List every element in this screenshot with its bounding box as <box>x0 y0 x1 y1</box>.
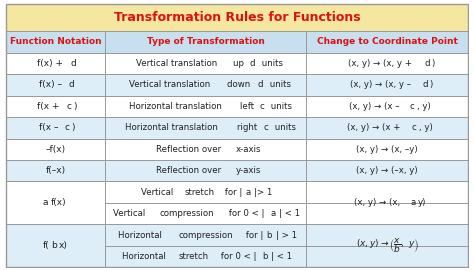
Text: for 0 < |: for 0 < | <box>227 209 265 218</box>
Text: c: c <box>65 123 70 132</box>
Bar <box>6 4 468 31</box>
Text: (x, y) → (x +: (x, y) → (x + <box>347 123 404 132</box>
Text: Vertical translation: Vertical translation <box>128 80 213 89</box>
Text: b: b <box>266 231 272 240</box>
Text: c: c <box>412 123 417 132</box>
Text: a: a <box>43 198 48 207</box>
Bar <box>6 53 468 74</box>
Text: a: a <box>410 198 415 207</box>
Text: d: d <box>425 59 430 68</box>
Text: Function Notation: Function Notation <box>9 37 101 46</box>
Text: | < 1: | < 1 <box>280 209 301 218</box>
Text: d: d <box>69 80 75 89</box>
Text: Horizontal translation: Horizontal translation <box>125 123 221 132</box>
Text: (x, y) → (x, –y): (x, y) → (x, –y) <box>356 145 418 154</box>
Text: compression: compression <box>160 209 214 218</box>
Text: Reflection over: Reflection over <box>155 145 224 154</box>
Text: left: left <box>239 102 256 111</box>
Text: d: d <box>71 59 77 68</box>
Text: down: down <box>227 80 253 89</box>
Text: (x, y) → (x, y –: (x, y) → (x, y – <box>350 80 414 89</box>
Text: |> 1: |> 1 <box>254 188 272 197</box>
Bar <box>6 96 468 117</box>
Text: Reflection over: Reflection over <box>156 166 224 175</box>
Text: f(x): f(x) <box>51 198 67 207</box>
Text: (x, y) → (x,: (x, y) → (x, <box>354 198 403 207</box>
Text: stretch: stretch <box>179 252 209 261</box>
Text: ): ) <box>429 80 433 89</box>
Bar <box>6 182 468 224</box>
Text: ): ) <box>431 59 435 68</box>
Text: (x, y) → (x, y +: (x, y) → (x, y + <box>348 59 415 68</box>
Bar <box>6 117 468 138</box>
Text: Change to Coordinate Point: Change to Coordinate Point <box>317 37 458 46</box>
Text: ): ) <box>73 102 76 111</box>
Text: (x, y) → (x –: (x, y) → (x – <box>349 102 402 111</box>
Text: Vertical: Vertical <box>113 209 148 218</box>
Text: d: d <box>423 80 428 89</box>
Text: d: d <box>257 80 263 89</box>
Text: y): y) <box>417 198 426 207</box>
Text: $(x, y) \rightarrow \left(\dfrac{x}{b},\ y\right)$: $(x, y) \rightarrow \left(\dfrac{x}{b},\… <box>356 236 419 255</box>
Text: f(: f( <box>43 241 50 250</box>
Text: Transformation Rules for Functions: Transformation Rules for Functions <box>114 11 360 24</box>
Text: , y): , y) <box>419 123 433 132</box>
Text: units: units <box>268 102 292 111</box>
Text: for |: for | <box>243 231 263 240</box>
Text: d: d <box>250 59 255 68</box>
Bar <box>6 74 468 96</box>
Text: c: c <box>263 123 268 132</box>
Text: a: a <box>246 188 251 197</box>
Text: b: b <box>51 241 57 250</box>
Text: x): x) <box>59 241 68 250</box>
Text: , y): , y) <box>417 102 431 111</box>
Text: stretch: stretch <box>185 188 215 197</box>
Text: b: b <box>263 252 268 261</box>
Text: for |: for | <box>222 188 242 197</box>
Text: y-axis: y-axis <box>236 166 261 175</box>
Bar <box>6 224 468 267</box>
Text: (x, y) → (–x, y): (x, y) → (–x, y) <box>356 166 418 175</box>
Text: Vertical translation: Vertical translation <box>137 59 220 68</box>
Text: Horizontal: Horizontal <box>118 231 165 240</box>
Text: a: a <box>271 209 276 218</box>
Text: units: units <box>272 123 296 132</box>
Text: Vertical: Vertical <box>141 188 176 197</box>
Text: c: c <box>67 102 72 111</box>
Text: compression: compression <box>178 231 233 240</box>
Bar <box>6 31 468 53</box>
Bar <box>6 160 468 182</box>
Text: | < 1: | < 1 <box>272 252 292 261</box>
Text: | > 1: | > 1 <box>275 231 297 240</box>
Text: for 0 < |: for 0 < | <box>218 252 257 261</box>
Text: c: c <box>410 102 415 111</box>
Text: Horizontal: Horizontal <box>122 252 169 261</box>
Text: –f(x): –f(x) <box>46 145 65 154</box>
Text: units: units <box>267 80 291 89</box>
Text: c: c <box>259 102 264 111</box>
Text: x-axis: x-axis <box>236 145 261 154</box>
Text: Type of Transformation: Type of Transformation <box>147 37 264 46</box>
Text: units: units <box>259 59 283 68</box>
Text: f(x +: f(x + <box>37 102 63 111</box>
Text: up: up <box>233 59 247 68</box>
Bar <box>6 138 468 160</box>
Text: ): ) <box>71 123 74 132</box>
Text: f(x) +: f(x) + <box>37 59 66 68</box>
Text: Horizontal translation: Horizontal translation <box>129 102 225 111</box>
Text: f(x) –: f(x) – <box>39 80 65 89</box>
Text: right: right <box>237 123 259 132</box>
Text: f(x –: f(x – <box>39 123 61 132</box>
Text: f(–x): f(–x) <box>46 166 65 175</box>
